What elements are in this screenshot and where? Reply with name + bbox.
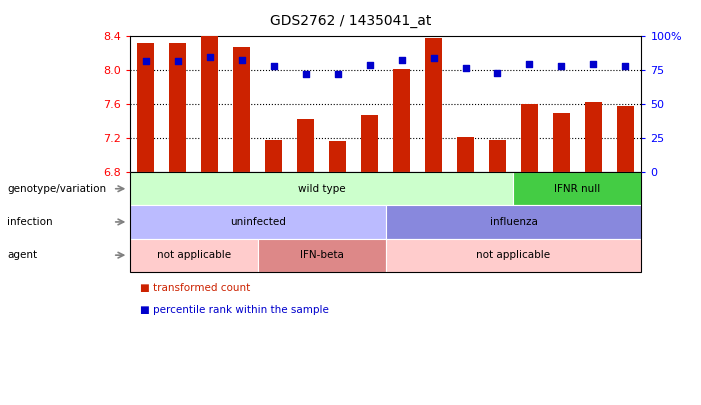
- Text: wild type: wild type: [298, 184, 346, 194]
- Text: infection: infection: [7, 217, 53, 227]
- Bar: [169, 43, 186, 172]
- Text: influenza: influenza: [489, 217, 538, 227]
- Bar: [265, 140, 283, 172]
- Bar: [201, 36, 219, 172]
- Point: [204, 53, 215, 60]
- Point: [524, 60, 535, 67]
- Point: [332, 71, 343, 78]
- Point: [460, 64, 471, 71]
- Point: [556, 63, 567, 70]
- Point: [588, 60, 599, 67]
- Point: [492, 70, 503, 76]
- Bar: [329, 141, 346, 172]
- Bar: [552, 113, 570, 172]
- Bar: [457, 136, 475, 172]
- Point: [428, 55, 439, 62]
- Point: [172, 58, 183, 64]
- Point: [396, 56, 407, 63]
- Text: IFN-beta: IFN-beta: [299, 250, 343, 260]
- Bar: [137, 43, 154, 172]
- Point: [268, 63, 279, 70]
- Point: [300, 71, 311, 78]
- Bar: [585, 102, 602, 172]
- Bar: [233, 47, 250, 172]
- Text: genotype/variation: genotype/variation: [7, 184, 106, 194]
- Text: IFNR null: IFNR null: [554, 184, 601, 194]
- Bar: [489, 140, 506, 172]
- Text: not applicable: not applicable: [156, 250, 231, 260]
- Bar: [297, 119, 314, 172]
- Bar: [521, 104, 538, 172]
- Text: GDS2762 / 1435041_at: GDS2762 / 1435041_at: [270, 14, 431, 28]
- Text: not applicable: not applicable: [477, 250, 550, 260]
- Point: [236, 56, 247, 63]
- Bar: [393, 69, 410, 172]
- Text: ■ transformed count: ■ transformed count: [140, 283, 250, 293]
- Point: [364, 62, 375, 68]
- Text: agent: agent: [7, 250, 37, 260]
- Point: [140, 58, 151, 64]
- Point: [620, 63, 631, 70]
- Text: uninfected: uninfected: [230, 217, 285, 227]
- Text: ■ percentile rank within the sample: ■ percentile rank within the sample: [140, 305, 329, 315]
- Bar: [425, 38, 442, 172]
- Bar: [617, 106, 634, 172]
- Bar: [361, 115, 379, 172]
